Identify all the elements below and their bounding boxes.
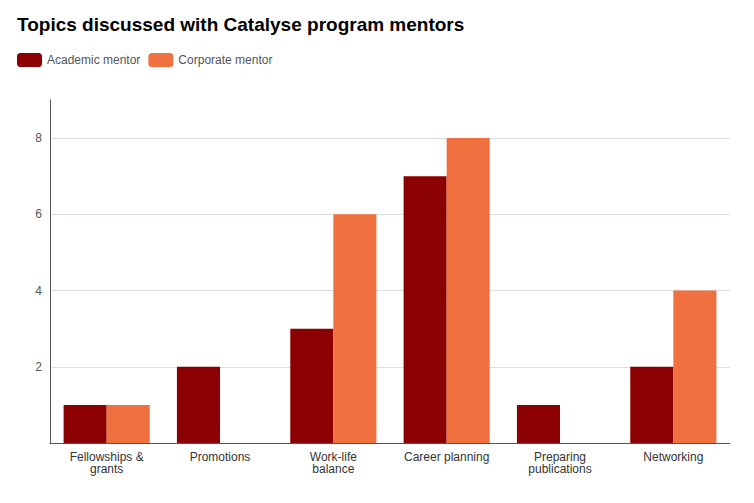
svg-text:Networking: Networking (643, 450, 703, 464)
svg-text:Career planning: Career planning (404, 450, 489, 464)
svg-text:grants: grants (90, 462, 123, 476)
svg-text:Preparing: Preparing (534, 450, 586, 464)
svg-text:4: 4 (35, 284, 42, 298)
svg-text:Academic mentor: Academic mentor (47, 53, 140, 67)
svg-text:8: 8 (35, 131, 42, 145)
svg-text:Topics discussed with Catalyse: Topics discussed with Catalyse program m… (17, 14, 464, 35)
svg-text:Fellowships &: Fellowships & (69, 450, 144, 464)
svg-text:publications: publications (528, 462, 591, 476)
svg-text:balance: balance (312, 462, 354, 476)
svg-text:Work-life: Work-life (309, 450, 357, 464)
svg-text:Corporate mentor: Corporate mentor (178, 53, 272, 67)
svg-text:Promotions: Promotions (190, 450, 251, 464)
svg-text:2: 2 (35, 360, 42, 374)
svg-text:6: 6 (35, 207, 42, 221)
